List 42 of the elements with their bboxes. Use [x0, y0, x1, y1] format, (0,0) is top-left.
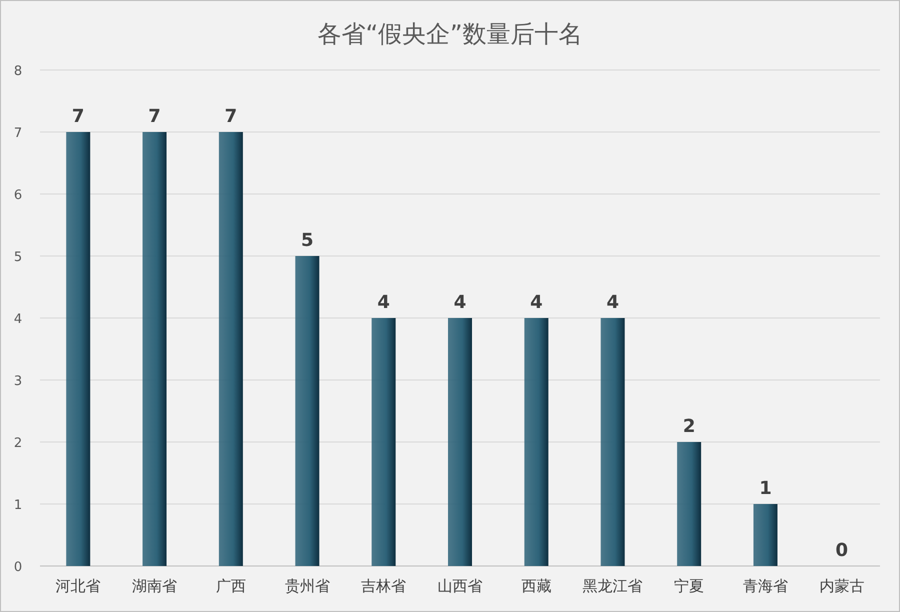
data-label: 4: [454, 292, 466, 313]
bar: [295, 256, 320, 566]
x-tick-label: 吉林省: [361, 577, 406, 595]
y-tick-label: 2: [14, 436, 22, 451]
data-label: 4: [377, 292, 390, 313]
data-label: 1: [759, 478, 772, 499]
x-tick-label: 山西省: [438, 577, 482, 595]
chart-title: 各省“假央企”数量后十名: [318, 20, 582, 48]
bar: [142, 132, 167, 566]
bar: [524, 318, 548, 566]
x-tick-label: 西藏: [521, 577, 552, 595]
bar: [677, 442, 702, 566]
x-tick-label: 内蒙古: [819, 577, 864, 595]
data-label: 4: [530, 292, 543, 313]
x-tick-label: 贵州省: [284, 577, 330, 595]
data-label: 2: [682, 416, 696, 437]
bar: [600, 318, 625, 566]
y-tick-label: 8: [14, 64, 22, 79]
y-tick-label: 1: [14, 498, 22, 513]
x-tick-label: 黑龙江省: [582, 577, 643, 595]
x-tick-label: 宁夏: [674, 577, 704, 595]
y-tick-label: 7: [14, 126, 22, 141]
y-tick-label: 4: [14, 312, 22, 327]
y-tick-label: 0: [14, 560, 22, 575]
bar: [66, 132, 90, 566]
x-tick-label: 河北省: [56, 577, 101, 595]
bar: [753, 504, 778, 566]
bar: [218, 132, 243, 566]
data-label: 5: [301, 230, 314, 251]
x-tick-label: 湖南省: [132, 577, 178, 595]
x-tick-label: 青海省: [742, 577, 788, 595]
data-label: 7: [148, 106, 161, 127]
x-tick-label: 广西: [216, 577, 246, 595]
y-tick-label: 3: [14, 374, 22, 389]
data-label: 4: [606, 292, 619, 313]
bar: [372, 318, 396, 566]
data-label: 7: [72, 106, 84, 127]
data-label: 7: [224, 106, 238, 127]
y-tick-label: 6: [14, 188, 22, 203]
data-label: 0: [836, 540, 848, 561]
y-tick-label: 5: [14, 250, 22, 265]
bar: [448, 318, 472, 566]
